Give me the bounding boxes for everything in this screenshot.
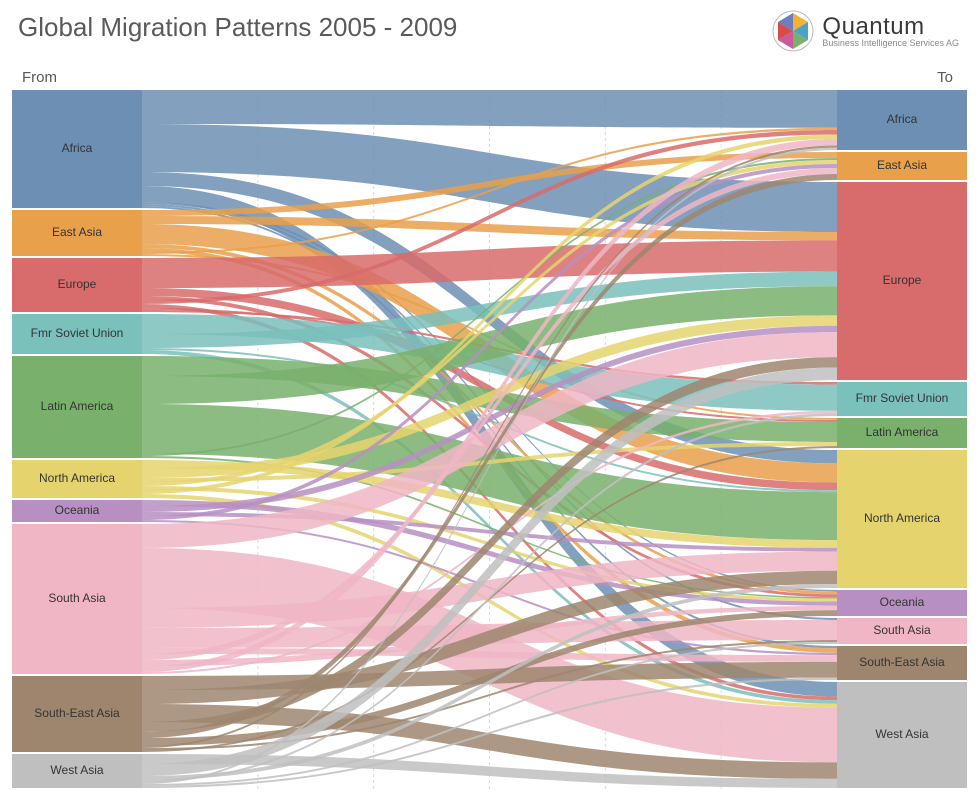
target-label-west_asia: West Asia — [875, 727, 928, 741]
source-label-nam: North America — [39, 471, 115, 485]
target-label-east_asia: East Asia — [877, 158, 927, 172]
brand-logo: Quantum Business Intelligence Services A… — [772, 10, 959, 52]
flow-africa-to-africa[interactable] — [142, 90, 837, 128]
brand-name: Quantum — [822, 15, 959, 39]
source-label-latam: Latin America — [41, 399, 114, 413]
target-label-oceania: Oceania — [880, 595, 925, 609]
logo-icon — [772, 10, 814, 52]
target-label-nam: North America — [864, 511, 940, 525]
target-label-latam: Latin America — [866, 425, 939, 439]
target-label-fsu: Fmr Soviet Union — [856, 391, 949, 405]
source-label-oceania: Oceania — [55, 503, 100, 517]
source-label-europe: Europe — [58, 277, 97, 291]
sankey-links — [142, 90, 837, 788]
axis-from-label: From — [22, 69, 57, 86]
axis-to-label: To — [937, 69, 953, 86]
source-label-south_asia: South Asia — [48, 591, 106, 605]
source-label-se_asia: South-East Asia — [34, 706, 120, 720]
brand-subtitle: Business Intelligence Services AG — [822, 39, 959, 48]
target-label-europe: Europe — [883, 273, 922, 287]
source-label-africa: Africa — [62, 141, 93, 155]
target-label-africa: Africa — [887, 112, 918, 126]
target-label-se_asia: South-East Asia — [859, 655, 945, 669]
source-label-east_asia: East Asia — [52, 225, 102, 239]
source-label-west_asia: West Asia — [50, 763, 103, 777]
sankey-chart: Africa East Asia Europe Fmr Soviet Union Lat… — [12, 90, 967, 790]
target-label-south_asia: South Asia — [873, 623, 931, 637]
chart-title: Global Migration Patterns 2005 - 2009 — [18, 12, 457, 43]
source-label-fsu: Fmr Soviet Union — [31, 326, 124, 340]
